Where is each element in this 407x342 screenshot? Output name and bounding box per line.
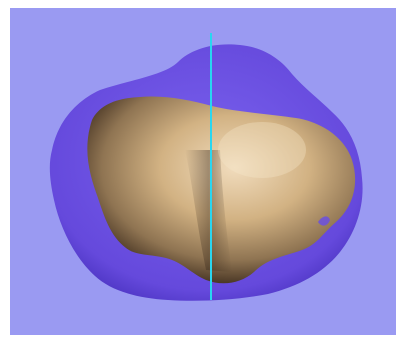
surface-notch [318,216,330,226]
surface-highlight [218,122,306,178]
surface-fold-shadow [185,150,232,272]
